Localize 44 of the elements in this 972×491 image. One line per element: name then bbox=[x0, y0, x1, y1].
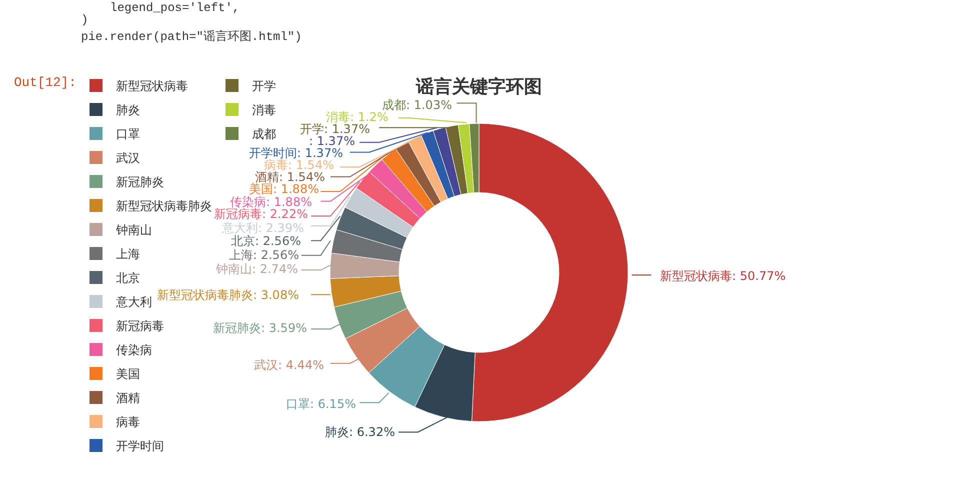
data-label: 消毒: 1.2% bbox=[326, 110, 388, 124]
data-label: 意大利: 2.39% bbox=[221, 221, 304, 235]
chart-title: 谣言关键字环图 bbox=[415, 76, 542, 98]
text: pie.render(path="谣言环图.html") bbox=[81, 29, 302, 44]
data-label: 传染病: 1.88% bbox=[230, 195, 312, 209]
data-label: 新冠病毒: 2.22% bbox=[214, 207, 308, 221]
data-label: 武汉: 4.44% bbox=[254, 358, 324, 372]
data-label: 成都: 1.03% bbox=[382, 98, 452, 112]
legend-label: 北京 bbox=[116, 271, 140, 286]
legend-label: 上海 bbox=[116, 247, 140, 262]
legend-label: 开学时间 bbox=[116, 439, 164, 454]
legend-label: 意大利 bbox=[115, 295, 152, 310]
text: legend_pos='left', bbox=[110, 1, 240, 15]
legend-label: 传染病 bbox=[116, 343, 152, 358]
data-label: 病毒: 1.54% bbox=[264, 158, 334, 172]
data-label: 开学时间: 1.37% bbox=[249, 146, 343, 160]
legend-label: 美国 bbox=[116, 367, 140, 382]
data-label: 新型冠状病毒: 50.77% bbox=[660, 269, 786, 283]
legend-label: 口罩 bbox=[116, 127, 140, 142]
data-label: 口罩: 6.15% bbox=[286, 397, 356, 411]
text: Out[12]: bbox=[14, 75, 76, 90]
data-label: 上海: 2.56% bbox=[229, 248, 299, 262]
legend-label: 成都 bbox=[252, 127, 276, 142]
data-label: 美国: 1.88% bbox=[249, 182, 319, 196]
legend-label: 开学 bbox=[252, 79, 276, 94]
legend-label: 病毒 bbox=[116, 415, 140, 430]
data-label: 酒精: 1.54% bbox=[255, 170, 325, 184]
data-label: 新型冠状病毒肺炎: 3.08% bbox=[157, 288, 299, 302]
data-label: 新冠肺炎: 3.59% bbox=[213, 321, 307, 335]
legend-label: 钟南山 bbox=[115, 223, 152, 238]
legend-label: 新冠肺炎 bbox=[116, 175, 164, 190]
data-label: : 1.37% bbox=[309, 134, 355, 148]
legend-label: 武汉 bbox=[116, 151, 140, 166]
text: ) bbox=[81, 13, 88, 27]
legend-label: 新冠病毒 bbox=[116, 319, 164, 334]
legend-label: 消毒 bbox=[252, 103, 276, 118]
data-label: 北京: 2.56% bbox=[231, 234, 301, 248]
data-label: 钟南山: 2.74% bbox=[215, 262, 298, 276]
legend-label: 新型冠状病毒肺炎 bbox=[116, 199, 212, 214]
legend-label: 肺炎 bbox=[116, 103, 140, 118]
data-label: 开学: 1.37% bbox=[300, 122, 370, 136]
legend-label: 酒精 bbox=[116, 391, 140, 406]
data-label: 肺炎: 6.32% bbox=[325, 425, 395, 439]
legend-label: 新型冠状病毒 bbox=[116, 79, 188, 94]
